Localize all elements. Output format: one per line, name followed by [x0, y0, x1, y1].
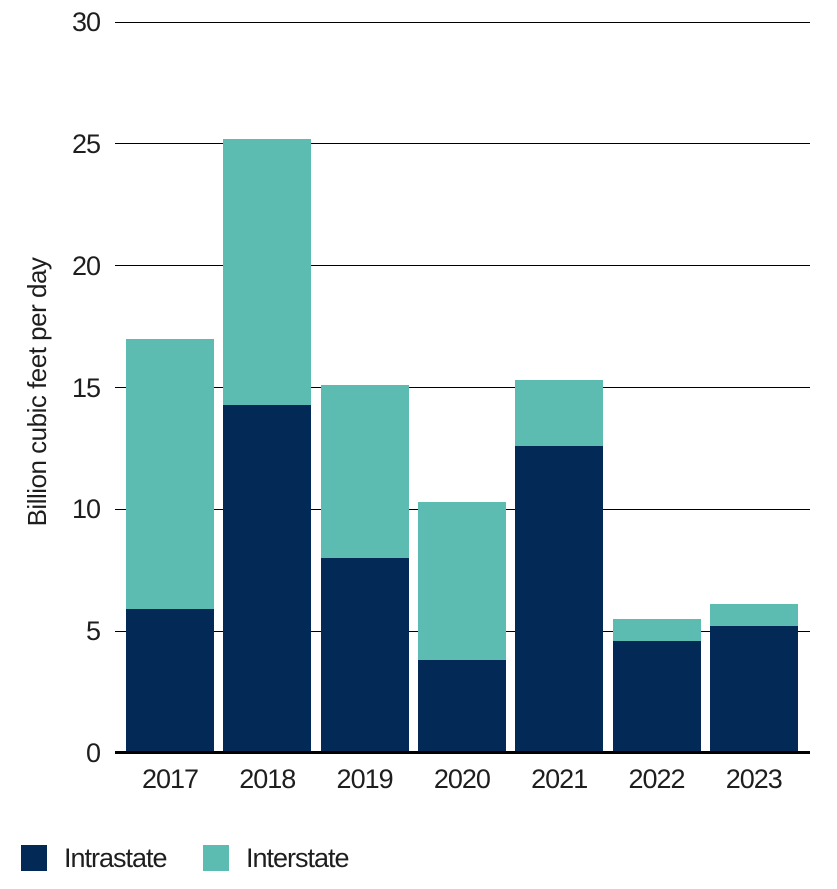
legend: Intrastate Interstate: [0, 845, 837, 872]
y-tick-label-15: 15: [71, 372, 101, 403]
intrastate-legend-label: Intrastate: [64, 843, 168, 873]
intrastate-swatch-icon: [21, 845, 47, 871]
bar-segment-interstate-2017: [126, 338, 214, 610]
gridline-15: [115, 387, 810, 388]
x-tick-label-2023: 2023: [725, 764, 783, 794]
interstate-legend-label: Interstate: [246, 843, 350, 873]
legend-item-intrastate: Intrastate: [21, 843, 168, 873]
bar-segment-intrastate-2022: [612, 640, 701, 753]
y-tick-label-5: 5: [85, 616, 101, 647]
bar-segment-intrastate-2019: [320, 558, 409, 753]
y-tick-label-20: 20: [71, 250, 101, 281]
stacked-bar-chart: Billion cubic feet per day 0 5 10 15 20 25 30 2…: [22, 7, 810, 794]
y-tick-label-25: 25: [71, 128, 101, 159]
bar-segment-interstate-2020: [417, 502, 506, 661]
interstate-swatch-icon: [203, 845, 229, 871]
x-tick-label-2022: 2022: [628, 764, 685, 794]
x-axis-line: [115, 751, 810, 754]
x-tick-label-2021: 2021: [531, 764, 588, 794]
bar-segment-intrastate-2017: [126, 609, 214, 753]
y-tick-label-30: 30: [71, 7, 101, 37]
bar-segment-intrastate-2020: [417, 660, 506, 753]
y-tick-label-0: 0: [85, 738, 101, 768]
gridline-30: [115, 21, 810, 23]
x-tick-label-2019: 2019: [336, 764, 394, 794]
bar-segment-intrastate-2021: [515, 445, 604, 753]
x-tick-label-2018: 2018: [239, 764, 296, 794]
bar-segment-interstate-2022: [612, 618, 701, 641]
y-tick-label-10: 10: [71, 494, 101, 525]
gridline-25: [115, 143, 810, 145]
bar-segment-intrastate-2018: [223, 404, 312, 753]
legend-item-interstate: Interstate: [203, 843, 350, 873]
bar-segment-interstate-2021: [515, 380, 604, 446]
bar-segment-interstate-2023: [709, 604, 798, 627]
gridline-20: [115, 265, 810, 267]
bar-segment-interstate-2018: [223, 138, 312, 405]
x-tick-label-2020: 2020: [433, 764, 491, 794]
x-tick-label-2017: 2017: [141, 764, 199, 794]
bar-segment-intrastate-2023: [709, 626, 798, 753]
bar-segment-interstate-2019: [320, 385, 409, 559]
